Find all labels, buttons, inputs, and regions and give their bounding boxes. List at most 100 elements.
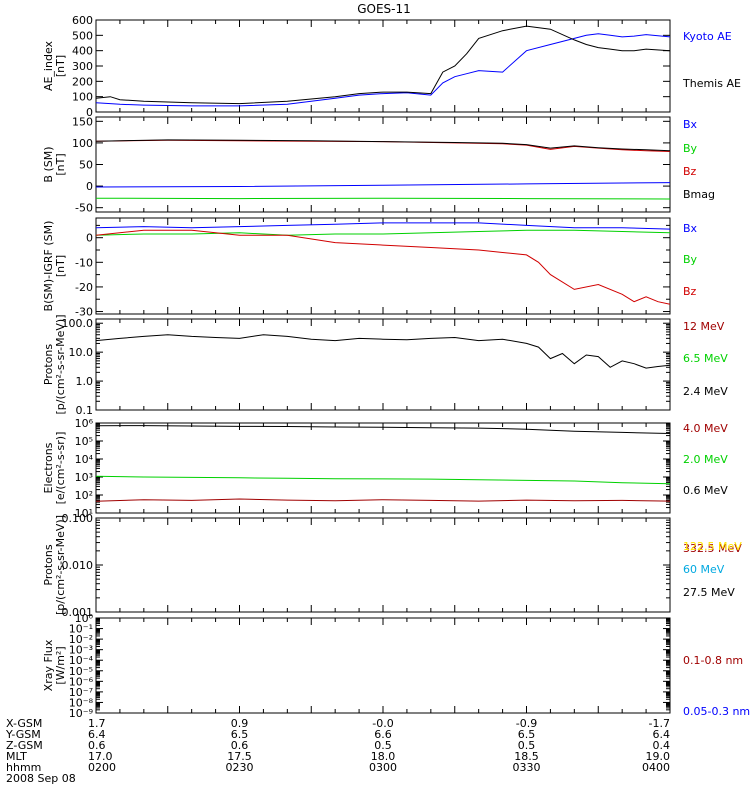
panel-hiprotons: 0.100 0.010 0.001 Protons [p/(cm²-s-sr-MeV)]… [42, 512, 742, 619]
legend-entry: Themis AE [682, 77, 741, 90]
legend-entry: Bz [683, 165, 697, 178]
ephemeris-value: 17.0 [88, 750, 113, 763]
ephemeris-value: 0300 [369, 761, 397, 774]
y-tick-label: -20 [75, 281, 93, 294]
y-tick-label: 0 [86, 180, 93, 193]
series-line-kyoto-ae [95, 33, 671, 107]
ephemeris-row-label: X-GSM [6, 717, 42, 730]
legend-entry: 2.4 MeV [683, 385, 728, 398]
series-line-bx [95, 222, 671, 230]
ephemeris-row-label: Y-GSM [5, 728, 41, 741]
legend-entry: Bz [683, 285, 697, 298]
ephemeris-value: 0330 [513, 761, 541, 774]
y-tick-label: 10⁻⁴ [69, 654, 94, 667]
y-axis-label: [nT] [54, 255, 67, 277]
legend-entry: 0.05-0.3 nm [683, 705, 750, 718]
y-tick-label: 10⁻⁵ [69, 665, 93, 678]
panel-frame [95, 517, 671, 613]
y-tick-label: 10³ [75, 471, 93, 484]
ephemeris-value: 6.5 [518, 728, 536, 741]
y-tick-label: 10⁻¹ [69, 623, 93, 636]
y-tick-label: 200 [72, 75, 93, 88]
legend-entry: 27.5 MeV [683, 586, 735, 599]
panel-frame [95, 217, 671, 315]
y-tick-label: 0 [86, 106, 93, 119]
ephemeris-value: 18.5 [514, 750, 539, 763]
ephemeris-value: 6.4 [653, 728, 671, 741]
y-axis-label: [p/(cm²-s-sr-MeV)] [54, 315, 67, 415]
y-axis-label: B(SM)-IGRF (SM) [42, 221, 55, 312]
y-axis-label: [nT] [54, 55, 67, 77]
y-tick-label: 1.0 [76, 375, 94, 388]
y-tick-label: 10⁻⁶ [69, 675, 94, 688]
y-tick-label: -10 [75, 256, 93, 269]
legend-entry: Bx [683, 222, 698, 235]
ephemeris-value: 19.0 [646, 750, 671, 763]
ephemeris-value: 0200 [88, 761, 116, 774]
panel-frame [95, 19, 671, 113]
legend-entry: 4.0 MeV [683, 422, 728, 435]
panel-frame [95, 617, 671, 714]
ephemeris-value: 1.7 [88, 717, 106, 730]
y-tick-label: -50 [75, 202, 93, 215]
y-tick-label: 0.001 [62, 606, 94, 619]
y-tick-label: 500 [72, 29, 93, 42]
ephemeris-value: 0230 [226, 761, 254, 774]
ephemeris-row-label: hhmm [6, 761, 41, 774]
y-tick-label: 50 [79, 159, 93, 172]
ephemeris-value: 6.5 [231, 728, 249, 741]
y-tick-label: 10¹ [75, 507, 93, 520]
y-tick-label: 150 [72, 115, 93, 128]
series-line-2-4-mev [95, 334, 671, 369]
y-tick-label: 10⁵ [75, 435, 93, 448]
legend-entry: 60 MeV [683, 563, 725, 576]
date-label: 2008 Sep 08 [6, 772, 76, 785]
panel-b: 150 100 50 0 -50 B (SM) [nT] Bx By Bz Bmag [42, 115, 715, 214]
y-tick-label: 0.100 [62, 512, 94, 525]
y-tick-label: 10⁻² [69, 633, 93, 646]
ephemeris-value: 0.6 [231, 739, 249, 752]
legend-entry: Bx [683, 118, 698, 131]
panel-frame [95, 318, 671, 411]
ephemeris-value: 18.0 [371, 750, 396, 763]
y-tick-label: 100 [72, 91, 93, 104]
panel-protons: 100.0 10.0 1.0 0.1 Protons [p/(cm²-s-sr-MeV)]… [42, 315, 728, 418]
ephemeris-value: 6.6 [374, 728, 392, 741]
legend-entry: 6.5 MeV [683, 352, 728, 365]
y-axis-label: [W/m²] [54, 646, 67, 684]
series-line-2-0-mev [95, 475, 671, 485]
legend-entry: 2.0 MeV [683, 453, 728, 466]
y-axis-label: [p/(cm²-s-sr-MeV)] [54, 515, 67, 615]
y-tick-label: 10⁻⁹ [69, 707, 93, 720]
y-tick-label: 10² [75, 489, 93, 502]
y-tick-label: 0.010 [62, 559, 94, 572]
legend-entry: Kyoto AE [683, 30, 732, 43]
series-line-4-0-mev [95, 498, 671, 502]
y-axis-label: Protons [42, 344, 55, 385]
y-axis-label: Protons [42, 544, 55, 585]
ephemeris-value: 0.4 [653, 739, 671, 752]
ephemeris-value: 0.5 [518, 739, 536, 752]
legend-entry: 0.6 MeV [683, 484, 728, 497]
y-tick-label: 300 [72, 60, 93, 73]
legend-entry: 12 MeV [683, 320, 725, 333]
ephemeris-value: 0.5 [374, 739, 392, 752]
y-tick-label: 10⁴ [75, 453, 94, 466]
panel-electrons: 10⁶ 10⁵ 10⁴ 10³ 10² 10¹ Electrons [e/(cm²-s-sr)… [42, 417, 728, 520]
ephemeris-value: -0.0 [372, 717, 393, 730]
legend-entry: 122.5 MeV [683, 540, 742, 553]
series-line-bz [95, 229, 671, 305]
ephemeris-value: 0400 [642, 761, 670, 774]
figure-title: GOES-11 [357, 2, 411, 16]
ephemeris-value: -1.7 [649, 717, 670, 730]
ephemeris-value: -0.9 [516, 717, 537, 730]
series-line-bx [95, 182, 671, 188]
legend-entry: By [683, 142, 698, 155]
legend-entry: By [683, 253, 698, 266]
y-tick-label: 10⁻⁸ [69, 696, 94, 709]
y-tick-label: 10⁶ [75, 417, 94, 430]
series-line-themis-ae [95, 25, 671, 105]
